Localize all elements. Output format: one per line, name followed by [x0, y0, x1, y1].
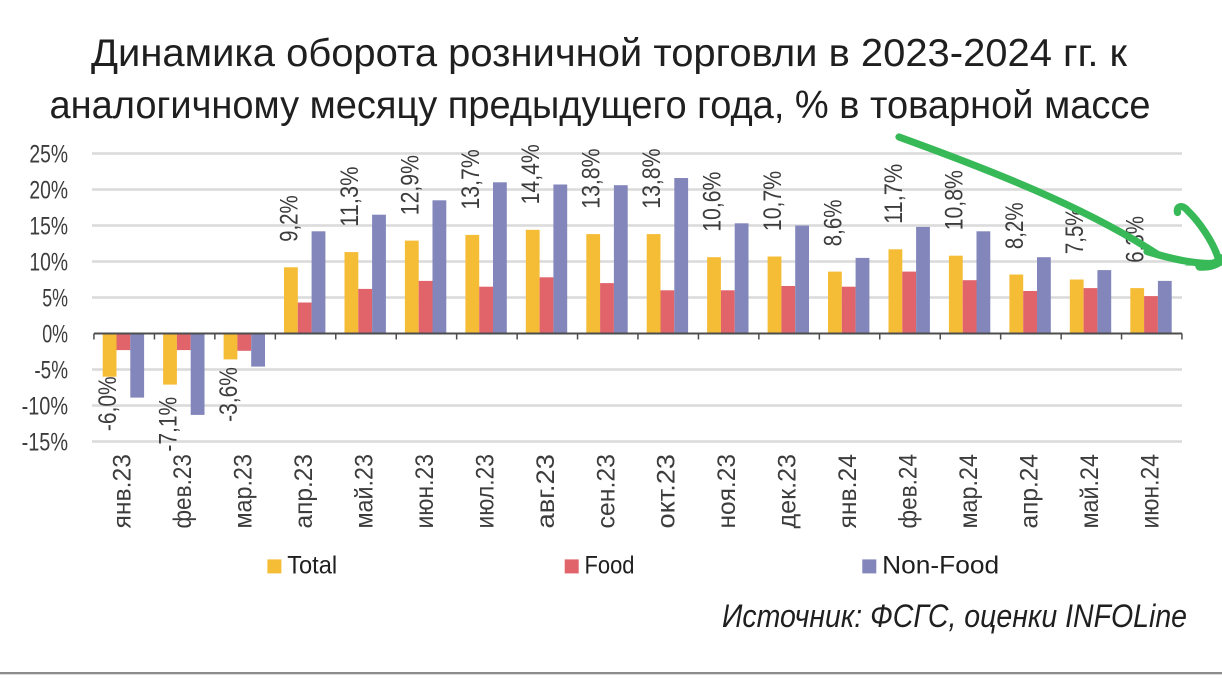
- svg-text:-5%: -5%: [34, 357, 68, 385]
- svg-text:15%: 15%: [29, 213, 68, 241]
- svg-text:фев.23: фев.23: [169, 454, 197, 529]
- svg-text:май.24: май.24: [1076, 454, 1104, 529]
- svg-text:10,6%: 10,6%: [699, 172, 727, 232]
- svg-text:мар.23: мар.23: [230, 454, 258, 529]
- svg-text:Food: Food: [585, 552, 635, 580]
- svg-text:12,9%: 12,9%: [396, 155, 424, 215]
- svg-text:-3,6%: -3,6%: [215, 367, 243, 422]
- svg-text:13,8%: 13,8%: [638, 148, 666, 208]
- svg-text:Источник: ФСГС, оценки INFOLin: Источник: ФСГС, оценки INFOLine: [722, 598, 1187, 634]
- svg-text:10,8%: 10,8%: [940, 170, 968, 230]
- svg-text:20%: 20%: [29, 177, 68, 205]
- svg-text:аналогичному месяцу предыдущег: аналогичному месяцу предыдущего года, % …: [50, 84, 1151, 127]
- svg-text:-7,1%: -7,1%: [155, 397, 183, 452]
- svg-text:май.23: май.23: [351, 454, 379, 529]
- svg-text:0%: 0%: [42, 321, 68, 349]
- svg-text:янв.24: янв.24: [834, 454, 862, 529]
- svg-text:дек.23: дек.23: [774, 454, 802, 529]
- svg-text:Total: Total: [287, 552, 337, 580]
- svg-text:янв.23: янв.23: [109, 454, 137, 529]
- svg-text:8,6%: 8,6%: [819, 200, 847, 247]
- svg-text:11,7%: 11,7%: [880, 164, 908, 224]
- svg-text:июл.23: июл.23: [471, 454, 499, 529]
- svg-text:июн.24: июн.24: [1136, 454, 1164, 529]
- svg-text:мар.24: мар.24: [955, 454, 983, 529]
- svg-text:авг.23: авг.23: [532, 454, 560, 529]
- svg-text:-10%: -10%: [22, 393, 68, 421]
- svg-text:Non-Food: Non-Food: [882, 552, 999, 580]
- svg-text:окт.23: окт.23: [653, 454, 681, 529]
- svg-text:-15%: -15%: [22, 429, 68, 457]
- svg-text:14,4%: 14,4%: [517, 144, 545, 204]
- svg-text:фев.24: фев.24: [895, 454, 923, 529]
- svg-text:10%: 10%: [29, 249, 68, 277]
- svg-text:10,7%: 10,7%: [759, 171, 787, 231]
- svg-text:сен.23: сен.23: [592, 454, 620, 529]
- svg-text:11,3%: 11,3%: [336, 166, 364, 226]
- svg-text:июн.23: июн.23: [411, 454, 439, 529]
- svg-text:9,2%: 9,2%: [275, 195, 303, 242]
- svg-text:-6,0%: -6,0%: [94, 376, 122, 431]
- svg-text:ноя.23: ноя.23: [713, 454, 741, 529]
- svg-text:13,8%: 13,8%: [578, 148, 606, 208]
- svg-text:Динамика оборота розничной тор: Динамика оборота розничной торговли в 20…: [91, 32, 1128, 75]
- svg-text:5%: 5%: [42, 285, 68, 313]
- svg-text:апр.24: апр.24: [1015, 454, 1043, 529]
- svg-text:апр.23: апр.23: [290, 454, 318, 529]
- svg-text:25%: 25%: [29, 141, 68, 169]
- svg-text:8,2%: 8,2%: [1001, 202, 1029, 249]
- svg-text:13,7%: 13,7%: [457, 149, 485, 209]
